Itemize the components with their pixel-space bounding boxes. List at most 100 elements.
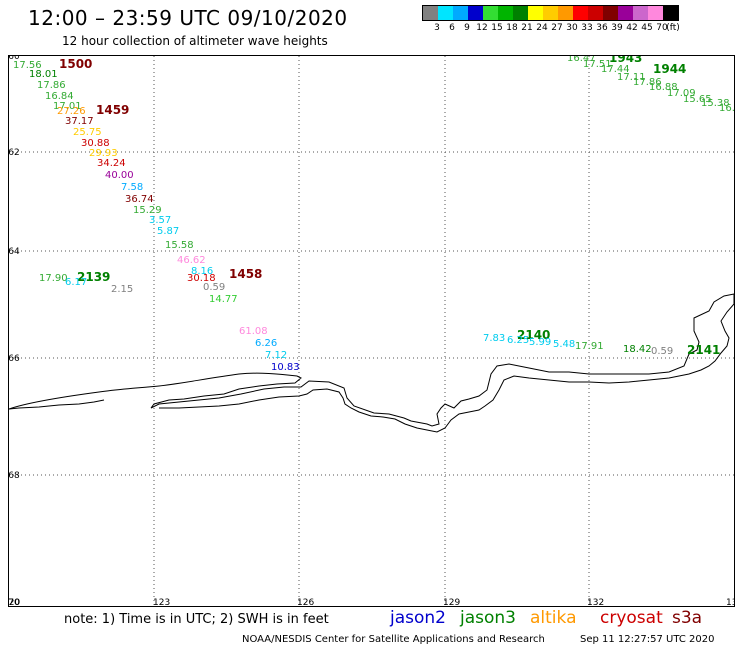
scale-tick-label: 39	[611, 23, 623, 33]
track-time-label: 1458	[229, 267, 262, 281]
color-scale-legend: 3 6 9 12 15 18 21 24 27 30 33 36 39 42 45 70 (ft)	[422, 5, 680, 35]
credit-line: NOAA/NESDIS Center for Satellite Applica…	[242, 634, 545, 645]
swh-value-label: 17.51	[583, 59, 612, 70]
scale-tick-label: 27	[551, 23, 563, 33]
scale-swatch	[528, 6, 543, 20]
track-time-label: 1944	[653, 62, 686, 76]
footer-note: note: 1) Time is in UTC; 2) SWH is in fe…	[64, 612, 329, 627]
track-time-label: 2140	[517, 328, 550, 342]
swh-value-label: 10.83	[271, 362, 300, 373]
swh-value-label: 2.15	[111, 284, 133, 295]
scale-swatch	[663, 6, 678, 20]
scale-swatch	[558, 6, 573, 20]
wave-height-map: 1500 1459 1458 2139 2140 2141 1943 1944 17.56 18…	[3, 51, 740, 608]
swh-value-label: 30.18	[187, 273, 216, 284]
swh-value-label: 8.16	[191, 266, 213, 277]
longitude-tick-label: 129	[443, 598, 460, 606]
scale-swatch	[633, 6, 648, 20]
swh-value-label: 30.88	[81, 138, 110, 149]
scale-tick-label: 45	[641, 23, 653, 33]
map-axis-labels: 120 123 126 129 132 135 -60 -62 -64 -66 -68 -70	[3, 52, 740, 608]
scale-swatch	[468, 6, 483, 20]
scale-swatch	[543, 6, 558, 20]
swh-value-label: 5.87	[157, 226, 179, 237]
latitude-tick-label: -62	[9, 148, 20, 158]
swh-value-label: 7.83	[483, 333, 505, 344]
scale-tick-label: 21	[521, 23, 533, 33]
scale-swatch	[423, 6, 438, 20]
longitude-tick-label: 123	[153, 598, 170, 606]
track-time-label: 1459	[96, 103, 129, 117]
scale-tick-label: 12	[476, 23, 488, 33]
map-gridlines	[9, 56, 734, 606]
scale-tick-label: 30	[566, 23, 578, 33]
swh-value-label: 36.74	[125, 194, 154, 205]
coastline-inlet	[8, 399, 105, 410]
swh-value-label: 17.90	[39, 273, 68, 284]
swh-value-label: 7.58	[121, 182, 143, 193]
swh-value-label: 7.12	[265, 350, 287, 361]
track-time-label: 2141	[687, 343, 720, 357]
scale-swatch	[483, 6, 498, 20]
swh-value-label: 18.01	[29, 69, 58, 80]
latitude-tick-label: -70	[9, 598, 20, 606]
swh-value-label: 16.4	[719, 103, 734, 114]
track-time-label: 2139	[77, 270, 110, 284]
scale-swatch	[513, 6, 528, 20]
swh-value-label: 17.11	[617, 72, 646, 83]
scale-tick-label: 6	[449, 23, 455, 33]
swh-value-label: 3.57	[149, 215, 171, 226]
swh-value-label: 17.86	[37, 80, 66, 91]
longitude-tick-label: 120	[9, 598, 20, 606]
scale-swatch	[588, 6, 603, 20]
scale-swatch	[438, 6, 453, 20]
latitude-tick-label: -60	[9, 56, 20, 62]
satellite-legend-s3a: s3a	[672, 608, 703, 628]
scale-swatch	[498, 6, 513, 20]
swh-value-label: 15.65	[683, 94, 712, 105]
latitude-tick-label: -66	[9, 354, 20, 364]
swh-value-label: 15.29	[133, 205, 162, 216]
scale-tick-label: 24	[536, 23, 548, 33]
swh-value-label: 27.26	[57, 106, 86, 117]
swh-value-label: 16.88	[649, 82, 678, 93]
antarctic-coastline	[8, 293, 735, 433]
swh-value-label: 6.26	[255, 338, 277, 349]
scale-swatch	[648, 6, 663, 20]
scale-tick-label: 3	[434, 23, 440, 33]
swh-value-label: 6.17	[65, 277, 87, 288]
track-time-label: 1500	[59, 57, 92, 71]
scale-tick-label: 33	[581, 23, 593, 33]
satellite-legend-jason2: jason2	[390, 608, 446, 628]
longitude-tick-label: 132	[587, 598, 604, 606]
swh-value-label: 17.56	[13, 60, 42, 71]
swh-value-label: 16.84	[45, 91, 74, 102]
swh-value-label: 17.01	[53, 101, 82, 112]
swh-value-label: 17.09	[667, 88, 696, 99]
satellite-legend-jason3: jason3	[460, 608, 516, 628]
page-title: 12:00 – 23:59 UTC 09/10/2020	[28, 6, 348, 30]
swh-value-label: 15.38	[701, 98, 730, 109]
swh-value-label: 17.44	[601, 64, 630, 75]
scale-swatch	[453, 6, 468, 20]
scale-swatch	[573, 6, 588, 20]
satellite-legend-cryosat: cryosat	[600, 608, 663, 628]
scale-tick-label: 42	[626, 23, 638, 33]
scale-tick-label: 70	[656, 23, 668, 33]
swh-value-label: 61.08	[239, 326, 268, 337]
swh-value-label: 25.75	[73, 127, 102, 138]
scale-swatch	[603, 6, 618, 20]
page-subtitle: 12 hour collection of altimeter wave hei…	[62, 34, 328, 48]
longitude-tick-label: 126	[297, 598, 314, 606]
swh-value-label: 15.58	[165, 240, 194, 251]
swh-value-label: 40.00	[105, 170, 134, 181]
color-scale-swatches	[422, 5, 679, 21]
swh-value-label: 37.17	[65, 116, 94, 127]
scale-tick-label: 36	[596, 23, 608, 33]
swh-value-label: 17.86	[633, 77, 662, 88]
scale-tick-label: 18	[506, 23, 518, 33]
swh-value-label: 46.62	[177, 255, 206, 266]
swh-value-label: 14.77	[209, 294, 238, 305]
generated-timestamp: Sep 11 12:27:57 UTC 2020	[580, 634, 715, 645]
